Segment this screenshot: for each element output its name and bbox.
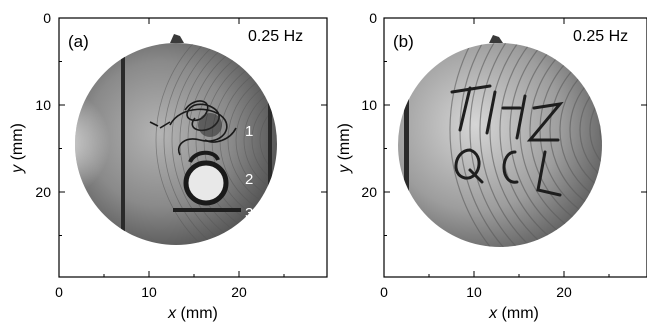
panel-b-label: (b) xyxy=(393,32,414,51)
marker-label-2: 2 xyxy=(245,171,253,188)
panel-b-ytick-20: 20 xyxy=(361,184,377,200)
panel-b-xtick-20: 20 xyxy=(556,284,572,300)
panel-a-label: (a) xyxy=(68,32,89,51)
panel-a-ticks xyxy=(58,17,327,277)
panel-a-sphere-image xyxy=(75,34,277,245)
panel-a-ylabel: y (mm) xyxy=(9,123,26,174)
panel-a: 1 2 3 (a) 0.25 Hz 0 10 20 0 10 20 x (mm)… xyxy=(9,10,328,322)
marker-label-1: 1 xyxy=(245,123,253,140)
panel-b-ytick-0: 0 xyxy=(369,10,377,26)
panel-b-sphere-image xyxy=(398,35,602,247)
panel-b-frequency: 0.25 Hz xyxy=(573,28,628,45)
panel-a-ytick-10: 10 xyxy=(35,97,51,113)
panel-b-ytick-10: 10 xyxy=(361,97,377,113)
panel-b-xtick-0: 0 xyxy=(380,284,388,300)
panel-b-xtick-10: 10 xyxy=(466,284,482,300)
panel-a-frequency: 0.25 Hz xyxy=(248,28,303,45)
panel-a-xlabel: x (mm) xyxy=(167,305,218,322)
panel-a-xtick-20: 20 xyxy=(231,284,247,300)
panel-b-ylabel: y (mm) xyxy=(336,123,353,174)
panel-b: (b) 0.25 Hz 0 10 20 0 10 20 x (mm) y (mm… xyxy=(336,10,647,322)
marker-label-3: 3 xyxy=(245,205,253,222)
panel-b-ticks xyxy=(383,17,647,277)
panel-a-ytick-0: 0 xyxy=(43,10,51,26)
panel-b-xlabel: x (mm) xyxy=(488,305,539,322)
panel-a-xtick-0: 0 xyxy=(55,284,63,300)
panel-a-ytick-20: 20 xyxy=(35,184,51,200)
panel-a-xtick-10: 10 xyxy=(141,284,157,300)
